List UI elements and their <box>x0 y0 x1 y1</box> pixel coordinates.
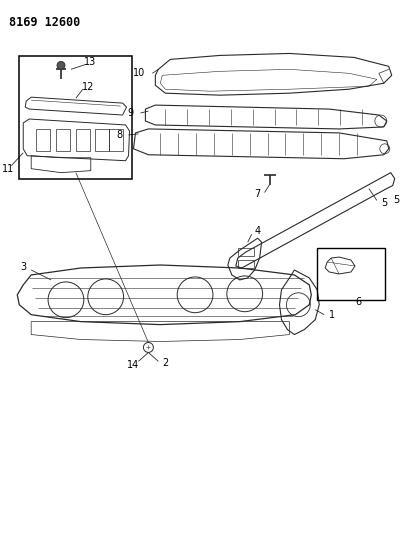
Bar <box>317 248 385 300</box>
Text: 5: 5 <box>393 196 399 205</box>
Bar <box>109 129 122 151</box>
Bar <box>95 129 109 151</box>
Text: 12: 12 <box>82 82 94 92</box>
Bar <box>56 129 70 151</box>
Text: 9: 9 <box>127 108 134 118</box>
Circle shape <box>57 61 65 69</box>
Text: 2: 2 <box>162 358 169 368</box>
Text: 3: 3 <box>20 262 26 272</box>
Text: 6: 6 <box>355 297 361 307</box>
Text: 10: 10 <box>133 68 145 78</box>
Bar <box>76 129 90 151</box>
Bar <box>238 248 254 256</box>
Bar <box>19 56 132 179</box>
Text: 7: 7 <box>254 190 261 199</box>
Text: 11: 11 <box>2 164 14 174</box>
Text: 14: 14 <box>127 360 140 370</box>
Text: 5: 5 <box>381 198 387 208</box>
Text: 13: 13 <box>84 58 96 67</box>
Text: 1: 1 <box>329 310 335 320</box>
Text: 4: 4 <box>255 226 261 236</box>
Bar <box>36 129 50 151</box>
Bar <box>238 260 254 268</box>
Text: 8169 12600: 8169 12600 <box>9 15 81 29</box>
Text: 8: 8 <box>116 130 122 140</box>
